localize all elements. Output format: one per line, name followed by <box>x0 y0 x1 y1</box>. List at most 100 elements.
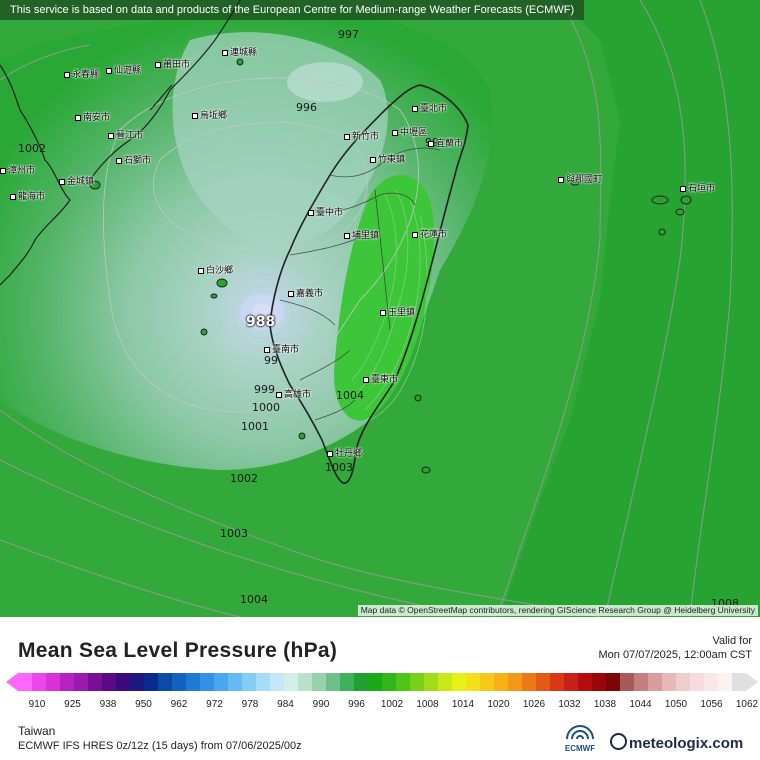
isobar-label: 1002 <box>18 142 46 155</box>
scale-swatch <box>116 673 131 691</box>
scale-swatch <box>550 673 565 691</box>
scale-swatch <box>158 673 173 691</box>
scale-swatch <box>228 673 243 691</box>
scale-swatch <box>466 673 481 691</box>
scale-tick-label: 990 <box>312 699 330 710</box>
city-label: 龍海市 <box>10 189 45 202</box>
isobar-label: 1004 <box>336 389 364 402</box>
city-label: 宜蘭市 <box>428 136 463 149</box>
city-label: 臺中市 <box>308 205 343 218</box>
city-label: 晉江市 <box>108 128 143 141</box>
scale-swatch <box>312 673 327 691</box>
meteologix-logo-icon <box>610 733 627 750</box>
scale-tick-label: 1038 <box>593 699 617 710</box>
scale-tick-label: 1014 <box>451 699 475 710</box>
scale-tick-label: 950 <box>135 699 152 710</box>
scale-swatch <box>18 673 33 691</box>
city-label: 永春縣 <box>64 67 99 80</box>
inner-isobars <box>103 77 419 412</box>
scale-swatch <box>438 673 453 691</box>
region-name: Taiwan <box>18 724 56 738</box>
city-label: 臺北市 <box>412 101 447 114</box>
scale-swatch <box>578 673 593 691</box>
isobar-label: 997 <box>338 28 359 41</box>
isobar-label: 1002 <box>230 472 258 485</box>
city-label: 牡丹鄉 <box>327 446 362 459</box>
scale-swatch <box>200 673 215 691</box>
scale-swatch <box>424 673 439 691</box>
isobar-label: 1000 <box>252 401 280 414</box>
ridge-isobars <box>351 189 428 421</box>
scale-tick-label: 1050 <box>664 699 688 710</box>
scale-tick-label: 978 <box>241 699 259 710</box>
city-label: 中壢區 <box>392 125 427 138</box>
scale-tick-label: 1002 <box>380 699 404 710</box>
scale-tick-label: 1026 <box>522 699 546 710</box>
scale-swatch <box>214 673 229 691</box>
scale-swatch <box>494 673 509 691</box>
taiwan-coastline <box>269 84 469 484</box>
city-label: 花蓮市 <box>412 227 447 240</box>
isobar-label: 1001 <box>241 420 269 433</box>
scale-swatch <box>732 673 747 691</box>
city-label: 臺南市 <box>264 342 299 355</box>
scale-tick-label: 1056 <box>700 699 723 710</box>
scale-swatch <box>508 673 523 691</box>
scale-swatch <box>186 673 201 691</box>
scale-swatch <box>410 673 425 691</box>
pressure-map[interactable]: This service is based on data and produc… <box>0 0 760 617</box>
scale-swatch <box>354 673 369 691</box>
scale-swatch <box>368 673 383 691</box>
city-label: 高雄市 <box>276 387 311 400</box>
scale-tick-label: 1062 <box>735 699 759 710</box>
valid-for-label: Valid for <box>712 635 752 647</box>
isobars <box>0 0 733 617</box>
isobar-label: 996 <box>296 101 317 114</box>
city-label: 烏坵鄉 <box>192 108 227 121</box>
scale-tick-label: 1044 <box>629 699 652 710</box>
isobar-label: 99 <box>264 354 278 367</box>
scale-swatch <box>74 673 89 691</box>
scale-swatch <box>606 673 621 691</box>
ecmwf-logo-text: ECMWF <box>564 744 596 753</box>
pressure-field <box>0 0 760 617</box>
scale-tick-label: 984 <box>277 699 294 710</box>
scale-swatch <box>620 673 635 691</box>
scale-swatch <box>564 673 579 691</box>
scale-swatch <box>704 673 719 691</box>
scale-swatch <box>256 673 271 691</box>
scale-swatch <box>130 673 145 691</box>
city-label: 與那國町 <box>558 172 602 185</box>
brand-link[interactable]: meteologix.com <box>610 733 743 752</box>
city-label: 仙遊縣 <box>106 63 141 76</box>
city-label: 竹東鎮 <box>370 152 405 165</box>
low-core <box>252 303 272 321</box>
city-label: 金城鎮 <box>59 174 94 187</box>
scale-swatch <box>46 673 61 691</box>
legend-panel: Mean Sea Level Pressure (hPa) Valid for … <box>0 617 760 760</box>
scale-swatch <box>284 673 299 691</box>
scale-swatch <box>340 673 355 691</box>
scale-tick-label: 996 <box>348 699 365 710</box>
city-label: 臺東市 <box>363 372 398 385</box>
scale-swatch <box>690 673 705 691</box>
city-label: 莆田市 <box>155 57 190 70</box>
scale-arrow-high <box>746 673 758 691</box>
scale-tick-label: 938 <box>99 699 117 710</box>
city-label: 新竹市 <box>344 129 379 142</box>
city-label: 玉里鎮 <box>380 305 415 318</box>
city-label: 石獅市 <box>116 153 151 166</box>
scale-swatch <box>718 673 733 691</box>
scale-tick-label: 972 <box>206 699 223 710</box>
low-pressure-value: 988 <box>246 314 276 330</box>
map-attribution: Map data © OpenStreetMap contributors, r… <box>357 605 758 616</box>
scale-tick-label: 925 <box>64 699 81 710</box>
scale-swatch <box>270 673 285 691</box>
ecmwf-logo[interactable]: ECMWF <box>558 725 602 753</box>
ecmwf-logo-icon <box>566 725 594 740</box>
scale-swatch <box>452 673 467 691</box>
scale-swatch <box>480 673 495 691</box>
scale-swatch <box>382 673 397 691</box>
scale-swatch <box>32 673 47 691</box>
scale-swatch <box>592 673 607 691</box>
